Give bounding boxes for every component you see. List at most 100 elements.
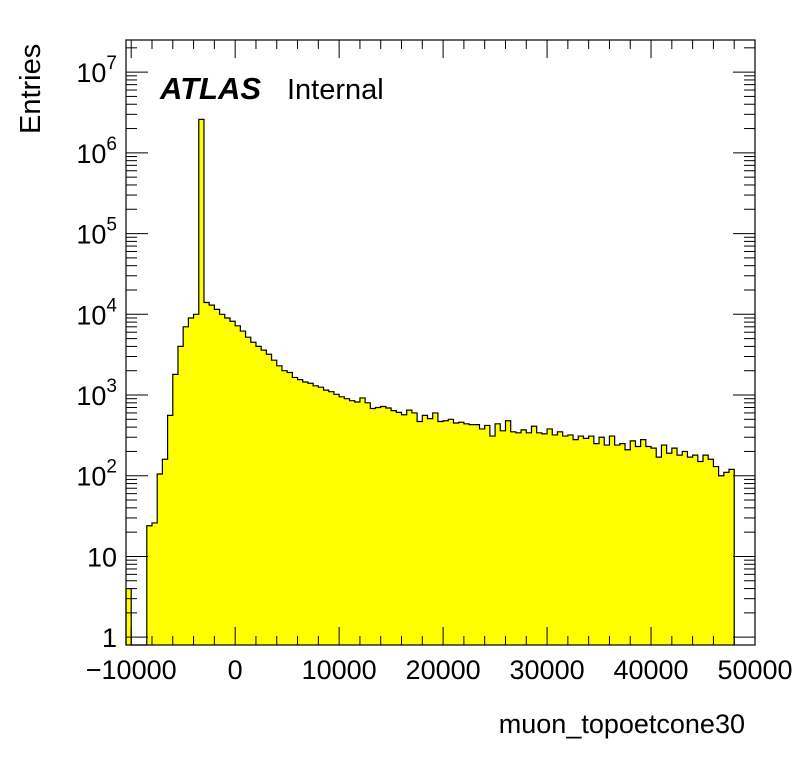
histogram-bin <box>489 436 496 645</box>
histogram-bin <box>708 459 714 645</box>
histogram-bin <box>318 387 324 645</box>
y-tick-label: 106 <box>76 134 117 169</box>
histogram-bin <box>344 398 350 645</box>
histogram-bin <box>157 474 163 645</box>
histogram-bin <box>266 354 272 645</box>
histogram-bin <box>250 342 257 645</box>
y-tick-label: 1 <box>102 623 117 653</box>
x-axis-tick-labels: −10000 0 10000 20000 30000 40000 50000 <box>86 655 793 685</box>
x-tick-label: 30000 <box>510 655 585 685</box>
histogram-bin <box>422 415 428 645</box>
histogram-bin <box>687 457 694 645</box>
histogram-bin <box>307 383 314 645</box>
histogram-bin <box>203 302 210 645</box>
histogram-bin <box>328 391 335 645</box>
histogram-bin <box>656 457 662 645</box>
histogram-bin <box>729 469 735 645</box>
histogram-bin <box>276 365 283 645</box>
histogram-bin <box>625 449 631 645</box>
histogram-bin <box>609 436 616 645</box>
histogram-outline <box>125 118 735 646</box>
histogram-bin <box>682 451 688 645</box>
histogram-bin <box>271 360 278 645</box>
histogram-bin <box>177 346 184 645</box>
histogram-bin <box>557 431 564 645</box>
histogram-bin <box>619 443 626 645</box>
y-tick-label: 107 <box>76 53 117 88</box>
histogram-bin <box>183 326 189 645</box>
histogram-bin <box>365 402 371 645</box>
histogram-bin <box>630 440 636 645</box>
x-axis-ticks <box>130 40 756 645</box>
histogram-bin <box>302 381 309 645</box>
histogram-bin <box>235 325 241 645</box>
histogram-bin <box>437 421 444 645</box>
histogram-bin <box>126 588 132 645</box>
histogram-bin <box>427 418 434 645</box>
y-axis-ticks <box>126 47 755 638</box>
histogram-bin <box>697 461 704 645</box>
histogram-bin <box>401 414 408 645</box>
histogram-bin <box>495 423 501 645</box>
histogram-bin <box>604 445 610 645</box>
histogram-bin <box>261 350 267 645</box>
histogram-bin <box>354 401 361 645</box>
histogram-bin <box>209 305 215 645</box>
x-tick-label: −10000 <box>86 655 177 685</box>
x-axis-label: muon_topoetcone30 <box>499 709 745 739</box>
histogram-bin <box>167 415 174 645</box>
histogram-bin <box>255 346 262 645</box>
histogram-bin <box>640 439 647 645</box>
x-tick-label: 10000 <box>302 655 377 685</box>
histogram-bin <box>463 423 470 645</box>
histogram-bin <box>552 434 558 645</box>
histogram-bin <box>526 432 532 645</box>
internal-label: Internal <box>287 74 384 106</box>
histogram-bin <box>287 372 293 645</box>
histogram-bin <box>146 525 153 645</box>
y-tick-label: 104 <box>76 295 117 330</box>
histogram-bin <box>510 431 517 645</box>
histogram-bin <box>448 419 454 645</box>
histogram-bin <box>172 374 179 645</box>
histogram-bin <box>198 119 205 646</box>
histogram-bin <box>292 377 298 645</box>
histogram-bin <box>599 437 605 645</box>
histogram-bin <box>593 443 600 645</box>
y-tick-label: 103 <box>76 376 117 411</box>
histogram-bin <box>151 522 158 645</box>
x-tick-label: 50000 <box>717 655 792 685</box>
histogram-bin <box>375 407 382 645</box>
histogram-bin <box>588 436 595 645</box>
histogram-bin <box>536 432 543 645</box>
histogram-bin <box>443 420 449 645</box>
histogram-bin <box>359 397 366 645</box>
histogram-bin <box>484 425 491 645</box>
histogram-bin <box>583 438 590 645</box>
histogram-bin <box>651 448 657 645</box>
histogram-bin <box>391 410 397 645</box>
histogram-bin <box>224 317 231 645</box>
histogram-bin <box>245 337 252 645</box>
histogram-bin <box>578 436 584 645</box>
histogram-bin <box>240 331 246 645</box>
histogram-bin <box>635 446 642 645</box>
x-tick-label: 20000 <box>406 655 481 685</box>
histogram-bin <box>567 434 574 645</box>
histogram-bin <box>718 475 725 645</box>
histogram-bin <box>723 472 730 645</box>
histogram-bin <box>432 412 439 645</box>
histogram-bin <box>396 412 402 645</box>
histogram-bin <box>162 459 168 645</box>
plot-frame <box>125 39 756 646</box>
histogram-bin <box>339 396 345 645</box>
histogram-bin <box>458 422 465 645</box>
histogram-bin <box>671 448 678 645</box>
histogram-bin <box>677 455 683 645</box>
x-tick-label: 0 <box>228 655 243 685</box>
histogram-bin <box>349 400 356 645</box>
histogram-bin <box>573 439 579 645</box>
histogram-bin <box>417 421 423 645</box>
histogram-bin <box>474 424 480 645</box>
